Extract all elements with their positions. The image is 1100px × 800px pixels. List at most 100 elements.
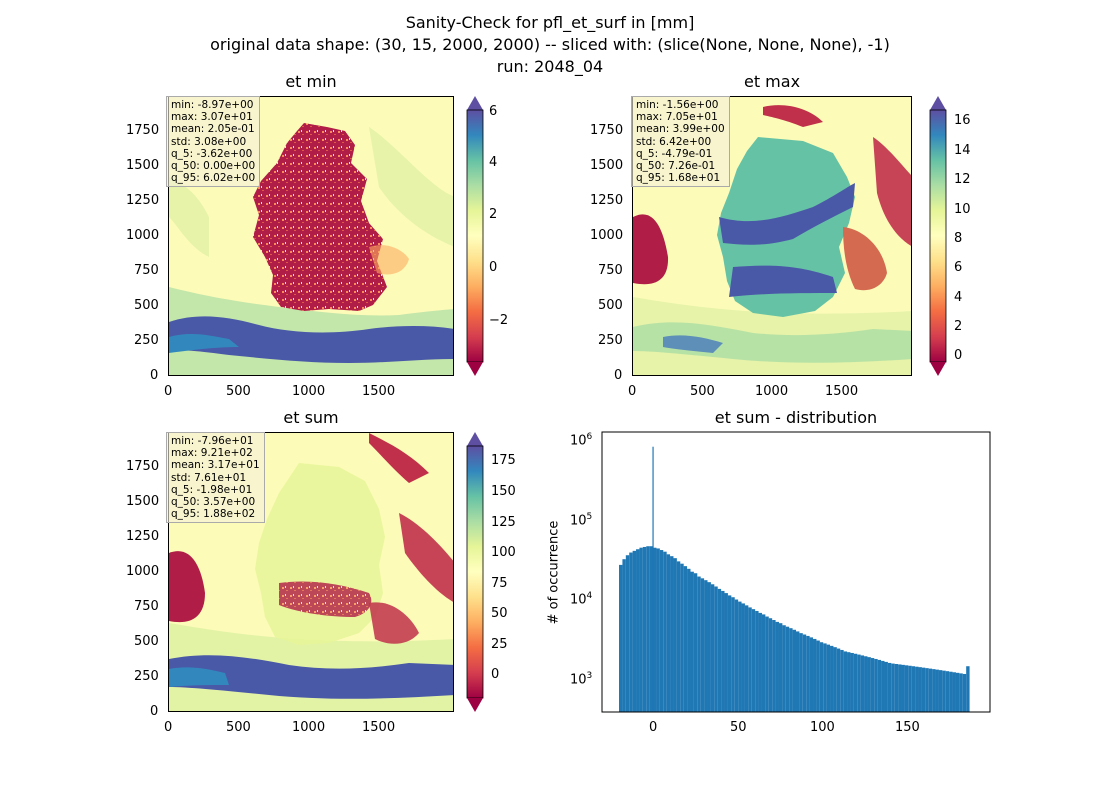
et-min-ytick: 500 <box>134 298 159 313</box>
et-sum-xtick: 500 <box>226 720 251 735</box>
et-sum-ytick: 1000 <box>126 564 160 579</box>
et-sum-cbar-tick: 175 <box>491 453 516 468</box>
et-max-map <box>633 105 911 375</box>
hist-bar <box>748 607 752 712</box>
et-max-stats-box: min: -1.56e+00 max: 7.05e+01 mean: 3.99e… <box>631 96 730 188</box>
hist-bar <box>782 625 786 712</box>
hist-bar <box>683 566 688 712</box>
hist-bar <box>632 550 637 712</box>
hist-bar <box>680 563 684 712</box>
hist-bar <box>850 652 854 712</box>
hist-bar <box>894 664 899 712</box>
hist-bar <box>646 546 650 712</box>
et-max-ytick: 1250 <box>590 193 624 208</box>
et-min-stat-min: min: -8.97e+00 <box>171 99 254 111</box>
hist-bar <box>966 666 970 712</box>
hist-bar <box>666 554 671 712</box>
et-min-cbar-tick: 0 <box>489 260 498 275</box>
et-max-cbar-tick: 4 <box>954 290 963 305</box>
hist-bar <box>830 645 834 712</box>
hist-bar <box>898 664 902 712</box>
et-sum-stat-q95: q_95: 1.88e+02 <box>171 508 256 521</box>
hist-bar <box>955 672 960 712</box>
hist-bar <box>853 653 858 712</box>
et-sum-ytick: 1750 <box>126 459 160 474</box>
hist-bar <box>949 671 953 712</box>
et-max-stat-mean: mean: 3.99e+00 <box>636 123 725 136</box>
et-min-cbar-tick: 2 <box>489 207 498 222</box>
hist-bar <box>884 661 888 712</box>
hist-bar <box>775 621 779 712</box>
et-sum-xtick: 0 <box>164 720 173 735</box>
hist-xtick: 150 <box>895 720 920 735</box>
et-sum-ytick: 1250 <box>126 529 160 544</box>
et-sum-xtick: 1500 <box>362 720 396 735</box>
hist-bar <box>622 559 626 712</box>
et-min-ytick: 1000 <box>126 228 160 243</box>
hist-bar <box>758 612 762 712</box>
hist-bar <box>918 667 922 712</box>
et-max-stat-q5: q_5: -4.79e-01 <box>636 147 713 160</box>
et-min-stat-max: max: 3.07e+01 <box>171 111 253 124</box>
et-sum-ytick: 0 <box>150 704 159 719</box>
et-min-cbar-tick: 4 <box>489 155 498 170</box>
et-max-heatmap <box>632 96 912 376</box>
et-max-stat-std: std: 6.42e+00 <box>636 135 712 148</box>
hist-bar <box>792 629 796 712</box>
hist-bar <box>942 670 946 712</box>
hist-bar <box>813 638 817 712</box>
hist-bar <box>962 673 967 712</box>
et-min-ytick: 1750 <box>126 123 160 138</box>
hist-bars <box>619 446 970 712</box>
hist-bar <box>864 656 868 712</box>
hist-bar <box>836 648 841 712</box>
hist-bar <box>761 614 766 712</box>
et-max-stat-min: min: -1.56e+00 <box>636 99 719 111</box>
et-max-colorbar <box>929 96 947 376</box>
et-sum-stat-mean: mean: 3.17e+01 <box>171 459 260 472</box>
hist-bar <box>911 666 916 712</box>
et-sum-cbar-tick: 150 <box>491 484 516 499</box>
et-min-ytick: 750 <box>134 263 159 278</box>
hist-xtick: 100 <box>810 720 835 735</box>
et-max-xtick: 1500 <box>825 384 859 399</box>
hist-bar <box>816 640 820 712</box>
et-max-ytick: 1000 <box>590 228 624 243</box>
hist-bar <box>690 571 694 712</box>
et-min-germany-region <box>253 123 387 311</box>
hist-bar <box>874 658 878 712</box>
hist-bar <box>785 626 790 712</box>
hist-bar <box>697 576 701 712</box>
hist-bar <box>870 658 875 712</box>
et-max-ytick: 750 <box>598 263 623 278</box>
hist-bar <box>819 642 824 712</box>
hist-bar <box>860 655 865 712</box>
et-sum-title: et sum <box>283 408 339 427</box>
hist-bar <box>932 669 936 712</box>
hist-bar <box>751 609 756 712</box>
hist-ytick: 105 <box>570 512 593 529</box>
et-max-xtick: 500 <box>690 384 715 399</box>
hist-bar <box>738 601 742 712</box>
et-min-xtick: 500 <box>226 384 251 399</box>
et-max-ytick: 1750 <box>590 123 624 138</box>
hist-bar <box>619 564 623 712</box>
hist-bar <box>744 605 749 712</box>
hist-bar <box>935 669 939 712</box>
et-sum-stat-max: max: 9.21e+02 <box>171 447 253 460</box>
hist-bar <box>693 573 698 712</box>
et-max-cbar-tick: 10 <box>954 202 971 217</box>
et-min-xtick: 1500 <box>362 384 396 399</box>
hist-bar <box>799 633 803 712</box>
hist-bar <box>833 647 837 712</box>
et-min-xtick: 0 <box>164 384 173 399</box>
et-sum-ytick: 500 <box>134 634 159 649</box>
hist-frame <box>601 431 991 713</box>
hist-bar <box>663 551 667 712</box>
hist-bar <box>959 673 963 712</box>
hist-bar <box>826 644 831 712</box>
hist-bar <box>734 599 739 712</box>
et-max-stat-q95: q_95: 1.68e+01 <box>636 172 721 185</box>
et-sum-ytick: 750 <box>134 599 159 614</box>
hist-xtick: 50 <box>730 720 747 735</box>
